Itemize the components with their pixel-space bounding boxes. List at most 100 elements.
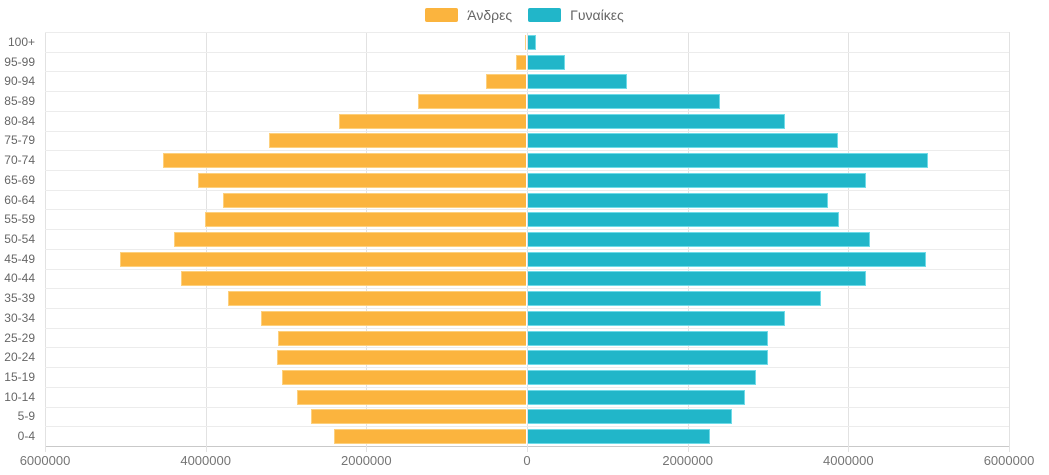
left-half bbox=[45, 348, 527, 367]
men-bar[interactable] bbox=[276, 350, 526, 366]
legend-item-men[interactable]: Άνδρες bbox=[425, 5, 512, 25]
women-bar[interactable] bbox=[528, 251, 926, 267]
pyramid-row bbox=[45, 110, 1009, 131]
men-bar[interactable] bbox=[174, 231, 526, 247]
x-axis-label: 0 bbox=[523, 453, 531, 468]
men-bar[interactable] bbox=[311, 409, 526, 425]
pyramid-row bbox=[45, 150, 1009, 170]
men-bar[interactable] bbox=[417, 93, 526, 109]
women-bar[interactable] bbox=[528, 310, 786, 326]
x-axis-label: 2000000 bbox=[662, 453, 713, 468]
y-axis-label: 0-4 bbox=[17, 429, 35, 444]
pyramid-row bbox=[45, 189, 1009, 210]
y-axis-label: 70-74 bbox=[4, 153, 35, 168]
women-bar[interactable] bbox=[528, 93, 721, 109]
y-axis-label: 80-84 bbox=[4, 113, 35, 128]
men-bar[interactable] bbox=[181, 271, 526, 287]
women-bar[interactable] bbox=[528, 133, 839, 149]
right-half bbox=[527, 210, 1009, 229]
right-half bbox=[527, 250, 1009, 269]
men-bar[interactable] bbox=[260, 310, 526, 326]
men-bar[interactable] bbox=[278, 330, 526, 346]
women-bar[interactable] bbox=[528, 153, 929, 169]
pyramid-row bbox=[45, 386, 1009, 407]
pyramid-row bbox=[45, 426, 1009, 446]
left-half bbox=[45, 53, 527, 72]
women-bar[interactable] bbox=[528, 192, 828, 208]
y-axis-label: 75-79 bbox=[4, 133, 35, 148]
pyramid-row bbox=[45, 91, 1009, 111]
y-axis-label: 40-44 bbox=[4, 271, 35, 286]
women-bar[interactable] bbox=[528, 409, 732, 425]
right-half bbox=[527, 309, 1009, 328]
right-half bbox=[527, 348, 1009, 367]
men-bar[interactable] bbox=[162, 153, 526, 169]
left-half bbox=[45, 191, 527, 210]
men-bar[interactable] bbox=[485, 74, 526, 90]
x-axis-label: 4000000 bbox=[823, 453, 874, 468]
women-bar[interactable] bbox=[528, 34, 537, 50]
pyramid-row bbox=[45, 367, 1009, 387]
left-half bbox=[45, 250, 527, 269]
women-bar[interactable] bbox=[528, 350, 768, 366]
men-bar[interactable] bbox=[525, 34, 526, 50]
men-bar[interactable] bbox=[268, 133, 526, 149]
right-half bbox=[527, 230, 1009, 249]
y-axis-label: 95-99 bbox=[4, 54, 35, 69]
right-half bbox=[527, 329, 1009, 348]
pyramid-row bbox=[45, 327, 1009, 348]
legend-item-women[interactable]: Γυναίκες bbox=[528, 5, 624, 25]
women-bar[interactable] bbox=[528, 330, 768, 346]
chart-legend: Άνδρες Γυναίκες bbox=[0, 5, 1049, 25]
right-half bbox=[527, 92, 1009, 111]
men-bar[interactable] bbox=[119, 251, 526, 267]
left-half bbox=[45, 388, 527, 407]
pyramid-row bbox=[45, 32, 1009, 52]
gridline bbox=[45, 32, 46, 452]
pyramid-row bbox=[45, 406, 1009, 427]
pyramid-row bbox=[45, 268, 1009, 289]
men-bar[interactable] bbox=[333, 429, 526, 445]
x-axis-label: 6000000 bbox=[19, 453, 71, 468]
women-bar[interactable] bbox=[528, 54, 565, 70]
women-bar[interactable] bbox=[528, 369, 757, 385]
y-axis-label: 60-64 bbox=[4, 192, 35, 207]
women-bar[interactable] bbox=[528, 74, 628, 90]
pyramid-row bbox=[45, 229, 1009, 249]
men-bar[interactable] bbox=[198, 172, 526, 188]
right-half bbox=[527, 289, 1009, 308]
right-half bbox=[527, 132, 1009, 151]
men-bar[interactable] bbox=[339, 113, 526, 129]
women-bar[interactable] bbox=[528, 212, 840, 228]
men-bar[interactable] bbox=[515, 54, 526, 70]
y-axis: 100+ 95-99 90-94 85-89 80-84 75-79 70-74 65-69 6… bbox=[0, 32, 40, 446]
y-axis-label: 30-34 bbox=[4, 310, 35, 325]
right-half bbox=[527, 171, 1009, 190]
y-axis-label: 65-69 bbox=[4, 172, 35, 187]
right-half bbox=[527, 427, 1009, 446]
men-legend-label: Άνδρες bbox=[467, 7, 513, 23]
right-half bbox=[527, 270, 1009, 289]
women-bar[interactable] bbox=[528, 113, 786, 129]
left-half bbox=[45, 210, 527, 229]
y-axis-label: 25-29 bbox=[4, 330, 35, 345]
men-bar[interactable] bbox=[296, 389, 526, 405]
x-axis-label: 6000000 bbox=[983, 453, 1035, 468]
women-bar[interactable] bbox=[528, 291, 821, 307]
men-bar[interactable] bbox=[227, 291, 526, 307]
men-bar[interactable] bbox=[222, 192, 526, 208]
women-bar[interactable] bbox=[528, 172, 866, 188]
pyramid-row bbox=[45, 288, 1009, 308]
women-bar[interactable] bbox=[528, 389, 746, 405]
women-bar[interactable] bbox=[528, 429, 710, 445]
left-half bbox=[45, 309, 527, 328]
y-axis-label: 35-39 bbox=[4, 291, 35, 306]
right-half bbox=[527, 112, 1009, 131]
men-bar[interactable] bbox=[282, 369, 526, 385]
women-bar[interactable] bbox=[528, 271, 866, 287]
y-axis-label: 5-9 bbox=[17, 409, 35, 424]
women-bar[interactable] bbox=[528, 231, 870, 247]
pyramid-row bbox=[45, 308, 1009, 328]
plot-area bbox=[45, 32, 1010, 452]
men-bar[interactable] bbox=[204, 212, 526, 228]
